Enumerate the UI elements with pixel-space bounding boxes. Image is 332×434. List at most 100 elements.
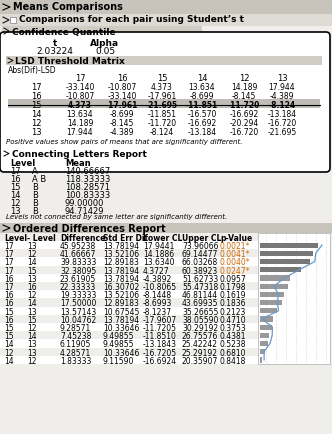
Bar: [0, 0, 332, 14]
Text: 16: 16: [31, 92, 41, 101]
Text: -13.1843: -13.1843: [143, 340, 177, 349]
Text: 0.0957: 0.0957: [220, 275, 247, 284]
Text: 99.00000: 99.00000: [65, 199, 104, 208]
Text: 13: 13: [27, 242, 37, 251]
Text: 12: 12: [239, 74, 249, 83]
Text: Level: Level: [4, 234, 27, 243]
Text: 0.4710: 0.4710: [220, 316, 247, 325]
Text: 13: 13: [277, 74, 287, 83]
Text: 17: 17: [4, 242, 14, 251]
Bar: [0, 323, 258, 331]
Text: 17: 17: [4, 258, 14, 267]
Text: 10.33646: 10.33646: [103, 324, 139, 333]
Text: 55.47318: 55.47318: [182, 283, 218, 292]
Text: 13.78194: 13.78194: [103, 242, 139, 251]
Text: 4.373: 4.373: [68, 101, 92, 110]
Text: 15: 15: [4, 324, 14, 333]
Text: A B: A B: [32, 175, 46, 184]
Text: -11.720: -11.720: [147, 119, 177, 128]
Text: 35.26655: 35.26655: [182, 308, 218, 316]
Text: 0.5238: 0.5238: [220, 340, 246, 349]
Text: 0.05: 0.05: [95, 47, 115, 56]
Text: 13: 13: [27, 275, 37, 284]
Text: -20.294: -20.294: [229, 119, 259, 128]
Text: Difference: Difference: [60, 234, 105, 243]
Bar: [0, 339, 258, 348]
Text: 10.67545: 10.67545: [103, 308, 139, 316]
Text: 0.0247*: 0.0247*: [220, 266, 251, 276]
Text: 32.38095: 32.38095: [60, 266, 96, 276]
Text: -13.184: -13.184: [188, 128, 216, 137]
Text: 108.28571: 108.28571: [65, 183, 110, 192]
Text: 16: 16: [117, 74, 127, 83]
Text: -21.695: -21.695: [267, 128, 296, 137]
Text: 15: 15: [157, 74, 167, 83]
Text: 13.52106: 13.52106: [103, 291, 139, 300]
Text: 13: 13: [10, 207, 21, 216]
Text: -16.692: -16.692: [229, 110, 259, 119]
Text: Means Comparisons: Means Comparisons: [13, 2, 123, 12]
Text: 0.0041*: 0.0041*: [220, 250, 251, 259]
Text: -10.807: -10.807: [107, 83, 137, 92]
Text: 12: 12: [27, 357, 37, 366]
Text: 73.96066: 73.96066: [182, 242, 218, 251]
Text: 17.944: 17.944: [269, 83, 295, 92]
Text: Std Err Dif: Std Err Dif: [103, 234, 148, 243]
Text: Connecting Letters Report: Connecting Letters Report: [12, 150, 147, 159]
Text: -11.851: -11.851: [186, 101, 218, 110]
Text: 45.95238: 45.95238: [60, 242, 96, 251]
Text: 12: 12: [27, 324, 37, 333]
Text: Abs(Dif)-LSD: Abs(Dif)-LSD: [8, 66, 57, 75]
Text: 12: 12: [31, 119, 41, 128]
Text: -13.184: -13.184: [268, 110, 296, 119]
Text: -17.961: -17.961: [147, 92, 177, 101]
Text: -11.851: -11.851: [147, 110, 177, 119]
Bar: [260, 349, 265, 354]
Text: Comparisons for each pair using Student’s t: Comparisons for each pair using Student’…: [19, 16, 244, 24]
Text: Level: Level: [10, 159, 35, 168]
Text: 0.0040*: 0.0040*: [220, 258, 251, 267]
Bar: [260, 259, 310, 264]
Text: 13.634: 13.634: [67, 110, 93, 119]
Text: Mean: Mean: [65, 159, 91, 168]
Bar: [260, 292, 285, 297]
Text: 13.78194: 13.78194: [103, 316, 139, 325]
Text: Ordered Differences Report: Ordered Differences Report: [13, 224, 166, 234]
Text: 4.373: 4.373: [151, 83, 173, 92]
Bar: [0, 274, 258, 282]
Text: Upper CL: Upper CL: [182, 234, 221, 243]
Text: -10.8065: -10.8065: [143, 283, 177, 292]
Text: 0.3753: 0.3753: [220, 324, 247, 333]
Bar: [260, 275, 290, 280]
Text: B: B: [32, 191, 38, 200]
Text: 17.944: 17.944: [67, 128, 93, 137]
Text: -8.124: -8.124: [150, 128, 174, 137]
Text: 15: 15: [27, 316, 37, 325]
Text: -16.6924: -16.6924: [143, 357, 177, 366]
Text: 14.189: 14.189: [67, 119, 93, 128]
Text: 10.33646: 10.33646: [103, 349, 139, 358]
Text: Levels not connected by same letter are significantly different.: Levels not connected by same letter are …: [6, 214, 227, 220]
Text: 0.6810: 0.6810: [220, 349, 246, 358]
Text: 17.9441: 17.9441: [143, 242, 174, 251]
Text: -4.389: -4.389: [270, 92, 294, 101]
Text: 9.28571: 9.28571: [60, 324, 91, 333]
Text: 46.81144: 46.81144: [182, 291, 218, 300]
Text: Positive values show pairs of means that are significantly different.: Positive values show pairs of means that…: [6, 139, 242, 145]
Bar: [0, 223, 332, 233]
Text: 16: 16: [4, 316, 14, 325]
Text: Confidence Quantile: Confidence Quantile: [12, 27, 116, 36]
Bar: [0, 290, 258, 299]
Text: -8.699: -8.699: [190, 92, 214, 101]
Bar: [0, 14, 332, 26]
Bar: [2, 26, 202, 36]
Text: - Level: - Level: [27, 234, 56, 243]
Text: LSD Threshold Matrix: LSD Threshold Matrix: [15, 57, 125, 66]
Text: 13: 13: [31, 128, 41, 137]
Text: 4.3727: 4.3727: [143, 266, 170, 276]
Text: -11.8510: -11.8510: [143, 332, 177, 341]
Text: 0.8418: 0.8418: [220, 357, 246, 366]
Text: -8.124: -8.124: [269, 101, 295, 110]
Text: 9.49855: 9.49855: [103, 332, 134, 341]
Text: 39.83333: 39.83333: [60, 258, 96, 267]
